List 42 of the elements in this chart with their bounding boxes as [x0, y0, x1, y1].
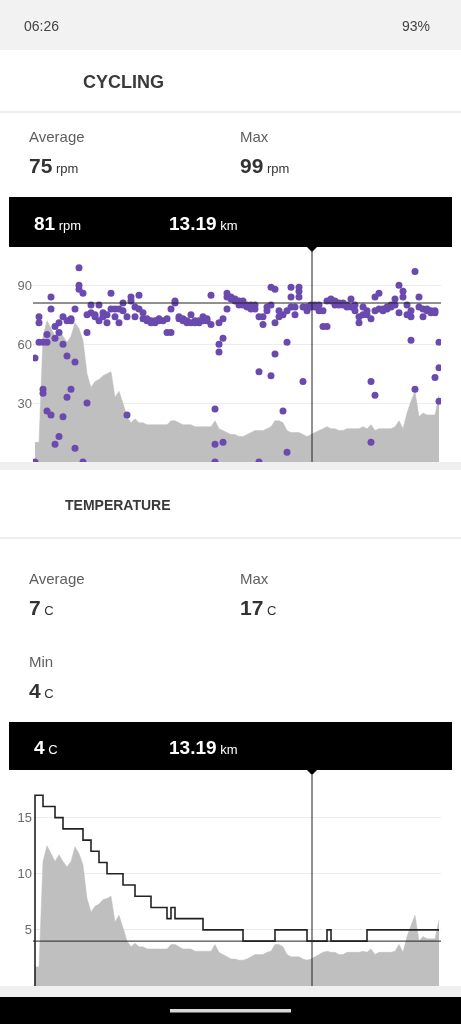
text: 75 rpm	[29, 154, 79, 177]
y-tick-label: 10	[17, 866, 32, 882]
text: 17 C	[240, 596, 277, 619]
point	[435, 397, 441, 405]
text: Average	[29, 570, 85, 587]
point	[407, 307, 415, 315]
point	[371, 391, 379, 399]
point	[271, 285, 279, 293]
text: Max	[240, 128, 269, 145]
point	[35, 313, 43, 321]
point	[367, 378, 375, 386]
point	[51, 334, 59, 342]
text: 06:26	[24, 18, 60, 34]
text: 93%	[402, 18, 431, 34]
point	[215, 319, 223, 327]
chart-title: TEMPERATURE	[65, 497, 171, 513]
y-tick-label: 15	[17, 810, 32, 826]
point	[283, 338, 291, 346]
y-tick-label: 90	[17, 277, 32, 293]
point	[47, 293, 55, 301]
text: Max	[240, 570, 269, 587]
y-tick-label: 30	[17, 395, 32, 411]
point	[83, 328, 91, 336]
y-tick-label: 5	[24, 922, 32, 938]
text: 4 C	[34, 737, 58, 758]
text: 13.19 km	[169, 213, 238, 234]
point	[211, 440, 219, 448]
chart-title: CYCLING	[83, 72, 164, 92]
text: Min	[29, 653, 54, 670]
point	[63, 352, 71, 360]
text: 81 rpm	[34, 213, 82, 234]
point	[219, 334, 227, 342]
text: 99 rpm	[240, 154, 290, 177]
text: 13.19 km	[169, 737, 238, 758]
text: 7 C	[29, 596, 54, 619]
point	[71, 358, 79, 366]
text: Average	[29, 128, 85, 145]
text: 4 C	[29, 679, 54, 702]
y-tick-label: 60	[17, 336, 32, 352]
point	[255, 368, 263, 376]
point	[59, 340, 67, 348]
point	[55, 319, 63, 327]
